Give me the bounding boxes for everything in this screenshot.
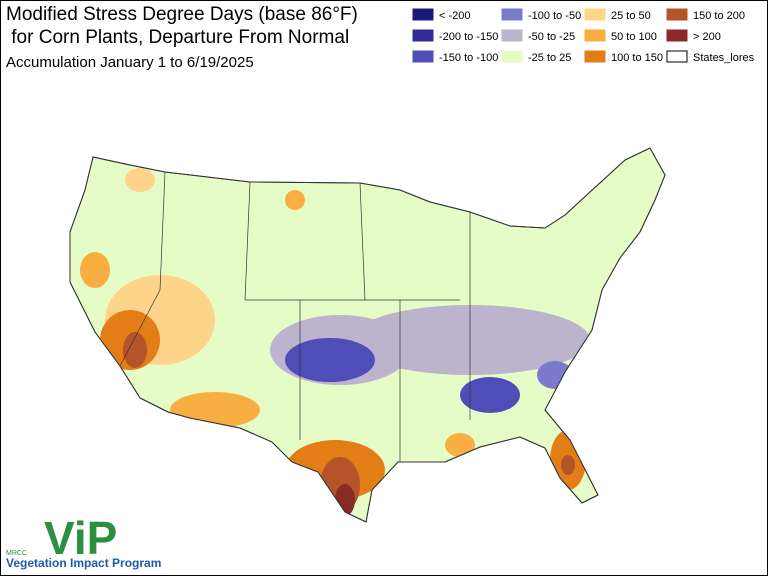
legend-label: -200 to -150 bbox=[439, 31, 498, 43]
subtitle: Accumulation January 1 to 6/19/2025 bbox=[6, 54, 254, 71]
legend-label: < -200 bbox=[439, 10, 471, 22]
region bbox=[125, 168, 155, 192]
legend-swatch bbox=[584, 50, 606, 63]
legend-label: 150 to 200 bbox=[693, 10, 745, 22]
legend-swatch bbox=[584, 29, 606, 42]
legend-swatch bbox=[412, 50, 434, 63]
region bbox=[460, 377, 520, 413]
us-map bbox=[69, 147, 666, 523]
legend-swatch bbox=[501, 8, 523, 21]
logo-mark: ViP bbox=[44, 512, 117, 564]
region bbox=[285, 190, 305, 210]
legend-swatch bbox=[412, 29, 434, 42]
region bbox=[285, 338, 375, 382]
legend-swatch bbox=[666, 29, 688, 42]
title: for Corn Plants, Departure From Normal bbox=[6, 27, 349, 48]
logo-org: MRCC bbox=[6, 550, 27, 557]
region bbox=[123, 332, 147, 368]
logo-name: Vegetation Impact Program bbox=[6, 556, 161, 570]
legend-label: 100 to 150 bbox=[611, 52, 663, 64]
region bbox=[445, 433, 475, 457]
legend-swatch bbox=[584, 8, 606, 21]
legend-swatch bbox=[666, 8, 688, 21]
legend: < -200 -200 to -150 -150 to -100 -100 to -5… bbox=[412, 8, 755, 64]
region bbox=[561, 455, 575, 475]
legend-swatch bbox=[501, 29, 523, 42]
legend-swatch bbox=[501, 50, 523, 63]
logo: ViP MRCC Vegetation Impact Program bbox=[6, 512, 161, 570]
state-lines bbox=[119, 171, 471, 462]
legend-swatch bbox=[412, 8, 434, 21]
legend-swatch bbox=[666, 50, 688, 63]
legend-label: 50 to 100 bbox=[611, 31, 657, 43]
legend-label: -50 to -25 bbox=[528, 31, 575, 43]
legend-label: -25 to 25 bbox=[528, 52, 571, 64]
legend-label: -150 to -100 bbox=[439, 52, 498, 64]
legend-label: > 200 bbox=[693, 31, 721, 43]
region bbox=[80, 252, 110, 288]
legend-label: -100 to -50 bbox=[528, 10, 581, 22]
title: Modified Stress Degree Days (base 86°F) bbox=[6, 4, 358, 25]
legend-label: 25 to 50 bbox=[611, 10, 651, 22]
legend-label: States_lores bbox=[693, 52, 755, 64]
